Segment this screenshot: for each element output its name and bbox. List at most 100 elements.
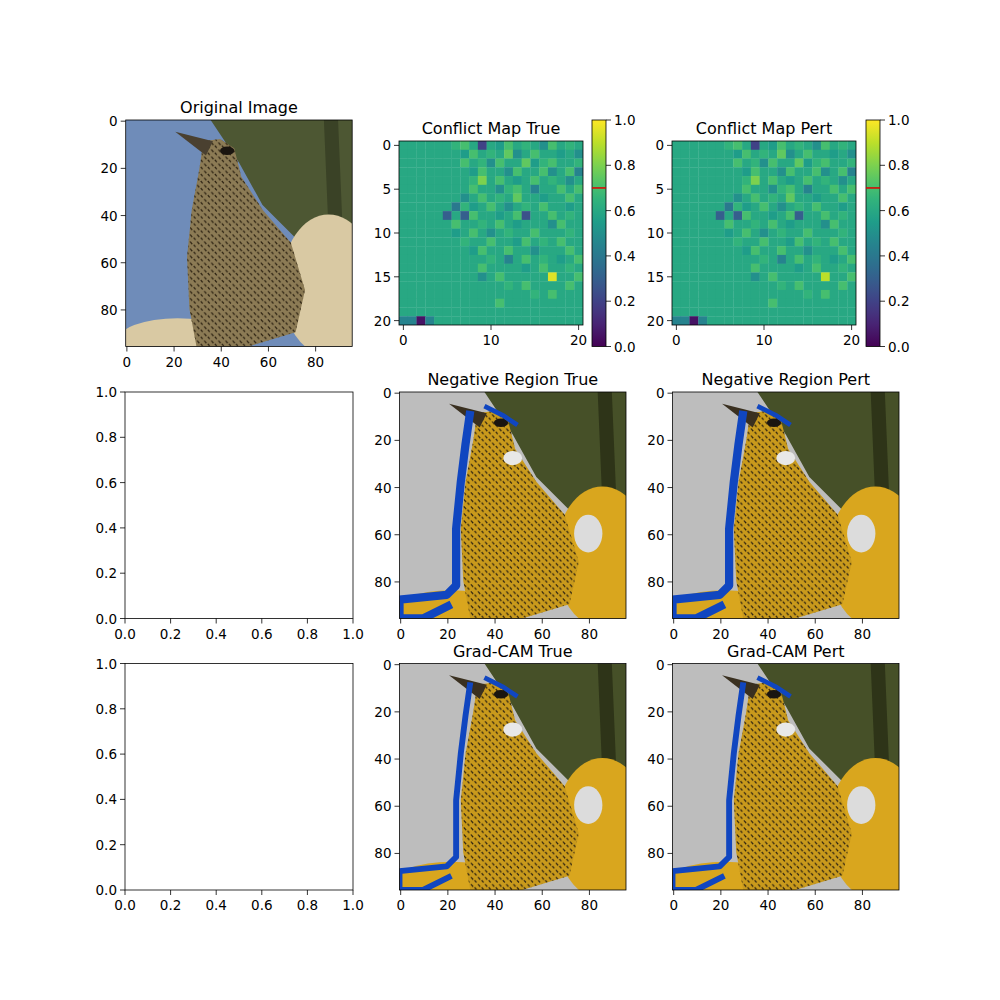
heatmap-cell (821, 211, 830, 220)
heatmap-cell (777, 211, 786, 220)
x-tick-label: 10 (755, 332, 772, 348)
colorbar-tick (606, 165, 611, 166)
heatmap-cell (417, 167, 426, 176)
heatmap-cell (504, 185, 513, 194)
heatmap-cell (452, 290, 461, 299)
heatmap-cell (487, 246, 496, 255)
x-tick-label: 20 (712, 626, 729, 642)
heatmap-cell (821, 194, 830, 203)
heatmap-cell (399, 237, 408, 246)
y-tick-label: 40 (374, 751, 391, 767)
heatmap-cell (504, 176, 513, 185)
x-tick (268, 347, 269, 352)
heatmap-cell (548, 150, 557, 159)
heatmap-cell (760, 141, 769, 150)
heatmap-cell (530, 237, 539, 246)
heatmap-cell (460, 220, 469, 229)
panel-title: Grad-CAM True (453, 642, 573, 661)
heatmap-cell (522, 237, 531, 246)
heatmap-cell (777, 281, 786, 290)
y-tick (668, 664, 673, 665)
panel: 0.00.20.40.60.81.00.00.20.40.60.81.0 (96, 384, 364, 642)
heatmap-cell (707, 150, 716, 159)
panel: 020406080020406080Negative Region True (374, 370, 649, 642)
heatmap-cell (803, 246, 812, 255)
heatmap-cell (469, 229, 478, 238)
heatmap-cell (847, 237, 856, 246)
heatmap-cell (504, 229, 513, 238)
y-tick (394, 276, 399, 277)
heatmap-cell (777, 202, 786, 211)
heatmap-cell (803, 316, 812, 325)
heatmap-cell (777, 264, 786, 273)
heatmap-cell (522, 167, 531, 176)
heatmap-cell (513, 316, 522, 325)
heatmap-cell (751, 307, 760, 316)
heatmap-cell (530, 229, 539, 238)
heatmap-cell (495, 272, 504, 281)
heatmap-cell (760, 229, 769, 238)
heatmap-cell (812, 176, 821, 185)
heatmap-cell (803, 176, 812, 185)
heatmap-cell (548, 176, 557, 185)
heatmap-cell (795, 167, 804, 176)
heatmap-cell (733, 176, 742, 185)
heatmap-cell (725, 220, 734, 229)
heatmap-cell (838, 272, 847, 281)
overlay-region (673, 411, 744, 619)
figure: 020406080020406080Original Image0.00.20.… (0, 0, 1000, 1000)
heatmap-cell (821, 202, 830, 211)
heatmap-cell (838, 229, 847, 238)
heatmap-cell (681, 299, 690, 308)
x-tick (447, 890, 448, 895)
heatmap-cell (768, 220, 777, 229)
heatmap-cell (548, 290, 557, 299)
heatmap-cell (777, 141, 786, 150)
y-tick (668, 440, 673, 441)
heatmap-cell (452, 299, 461, 308)
heatmap-cell (425, 176, 434, 185)
heatmap-cell (539, 167, 548, 176)
heatmap-cell (522, 299, 531, 308)
heatmap-cell (821, 255, 830, 264)
heatmap-cell (495, 220, 504, 229)
heatmap-cell (408, 272, 417, 281)
x-tick (400, 619, 401, 624)
colorbar-tick (606, 210, 611, 211)
heatmap-cell (460, 316, 469, 325)
heatmap-cell (434, 246, 443, 255)
heatmap-cell (768, 316, 777, 325)
heatmap-cell (707, 255, 716, 264)
x-tick (578, 325, 579, 330)
heatmap-cell (399, 229, 408, 238)
heatmap-cell (565, 281, 574, 290)
heatmap-cell (733, 307, 742, 316)
x-tick (400, 890, 401, 895)
x-tick (862, 890, 863, 895)
heatmap-cell (672, 229, 681, 238)
heatmap-cell (786, 194, 795, 203)
heatmap-cell (495, 141, 504, 150)
heatmap-cell (847, 220, 856, 229)
x-tick (815, 619, 816, 624)
heatmap-cell (716, 264, 725, 273)
y-tick-label: 40 (647, 751, 664, 767)
heatmap-cell (795, 264, 804, 273)
plot-area (400, 392, 627, 619)
heatmap-cell (733, 281, 742, 290)
heatmap-cell (539, 316, 548, 325)
heatmap-cell (452, 264, 461, 273)
heatmap-cell (725, 167, 734, 176)
heatmap-cell (487, 176, 496, 185)
heatmap-cell (838, 255, 847, 264)
heatmap-cell (768, 272, 777, 281)
x-tick (495, 619, 496, 624)
heatmap-cell (812, 141, 821, 150)
heatmap-cell (768, 176, 777, 185)
y-tick (395, 853, 400, 854)
heatmap-cell (539, 220, 548, 229)
heatmap-cell (707, 281, 716, 290)
heatmap-cell (830, 141, 839, 150)
heatmap-cell (742, 167, 751, 176)
heatmap-cell (830, 176, 839, 185)
